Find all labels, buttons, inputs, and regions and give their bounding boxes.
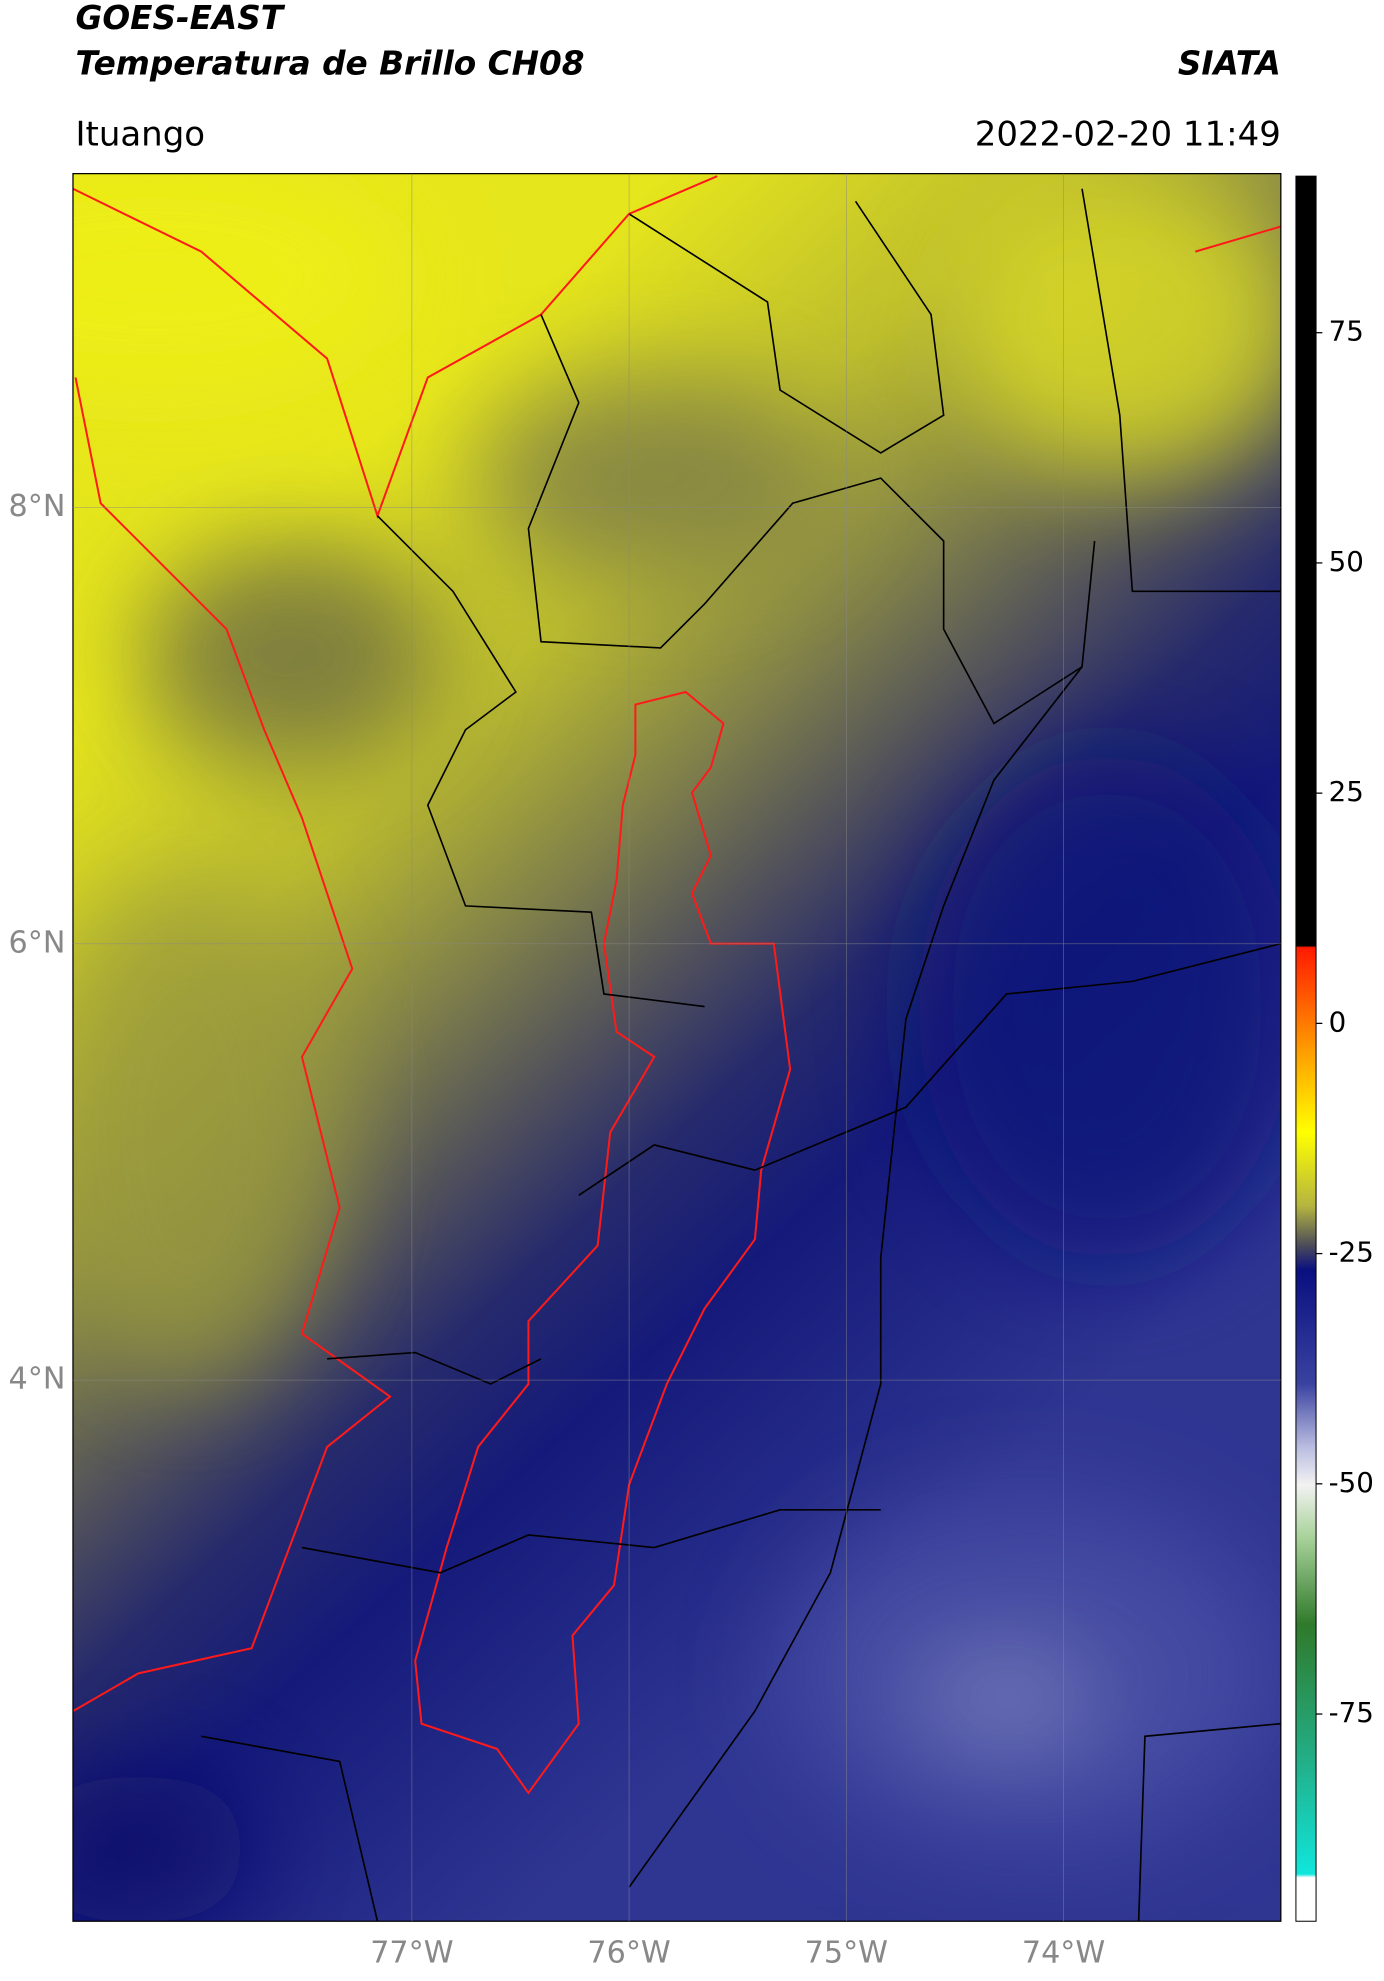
organization: SIATA — [1178, 44, 1281, 82]
location: Ituango — [75, 114, 205, 154]
colorbar-tick-label: 0 — [1329, 1005, 1347, 1038]
colorbar-tick-label: -75 — [1329, 1696, 1374, 1729]
colorbar-tick-label: 50 — [1329, 545, 1364, 578]
title: GOES-EAST — [75, 0, 285, 37]
x-tick-label: 77°W — [370, 1935, 453, 1970]
colorbar-tick-label: -25 — [1329, 1236, 1374, 1269]
y-tick-label: 6°N — [9, 925, 66, 960]
map-image — [72, 173, 1281, 1922]
colorbar — [1295, 175, 1317, 1922]
x-tick-label: 76°W — [587, 1935, 670, 1970]
x-tick-label: 75°W — [805, 1935, 888, 1970]
colorbar-tick-label: 75 — [1329, 315, 1364, 348]
y-tick-label: 8°N — [9, 489, 66, 524]
colorbar-tick-label: 25 — [1329, 775, 1364, 808]
y-tick-label: 4°N — [9, 1362, 66, 1397]
map-frame — [72, 172, 1282, 1922]
colorbar-tick-label: -50 — [1329, 1466, 1374, 1499]
subtitle: Temperatura de Brillo CH08 — [75, 44, 584, 82]
x-tick-label: 74°W — [1022, 1935, 1105, 1970]
datetime: 2022-02-20 11:49 — [975, 114, 1281, 154]
